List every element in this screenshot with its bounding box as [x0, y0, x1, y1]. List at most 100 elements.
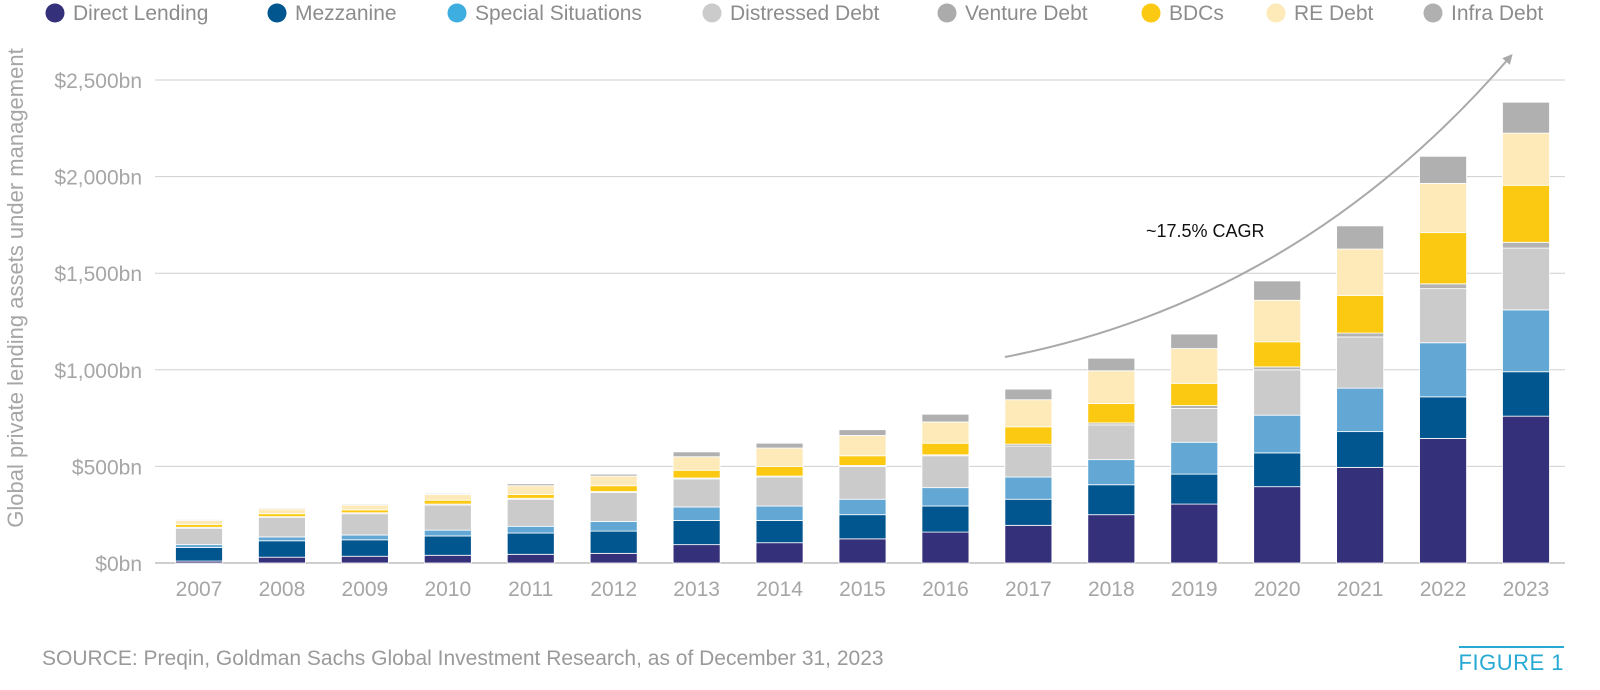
x-tick-label: 2007 [176, 578, 223, 601]
bar-segment [921, 413, 970, 423]
bar-segment [838, 429, 887, 436]
x-tick-label: 2011 [508, 578, 553, 601]
bar-segment [1502, 241, 1550, 249]
bar-segment [1253, 486, 1302, 564]
bar-segment [1336, 431, 1385, 468]
stacked-bar-chart: Direct Lending Mezzanine Special Situation… [3, 2, 1565, 601]
y-axis: $0bn $500bn $1,000bn $1,500bn $2,000bn $2,500… [3, 48, 142, 576]
bar-segment [838, 538, 887, 564]
bar-segment [1087, 424, 1136, 461]
bar-segment [340, 539, 389, 557]
bar-segment [1253, 414, 1302, 454]
bar-segment [506, 498, 555, 527]
x-tick-label: 2013 [673, 578, 720, 601]
bar-stack-2020 [1253, 280, 1302, 564]
bar-segment [1419, 288, 1467, 344]
x-tick-label: 2008 [259, 578, 306, 601]
bar-segment [258, 517, 306, 538]
bar-segment [838, 455, 887, 466]
bar-segment [1253, 280, 1302, 301]
bar-segment [589, 530, 638, 554]
bar-segment [340, 504, 389, 511]
legend-swatch-7 [1423, 3, 1443, 23]
legend-label-1: Mezzanine [295, 2, 397, 25]
bar-stack-2013 [672, 451, 721, 564]
bar-segment [1087, 370, 1136, 405]
bar-segment [175, 547, 223, 562]
bar-segment [423, 504, 472, 531]
bar-segment [1336, 466, 1385, 564]
cagr-label: ~17.5% CAGR [1146, 221, 1265, 241]
x-tick-label: 2020 [1254, 578, 1301, 601]
legend-swatch-4 [937, 3, 957, 23]
x-tick-label: 2019 [1171, 578, 1218, 601]
bar-segment [258, 508, 306, 515]
bar-segment [258, 540, 306, 558]
bar-segment [921, 442, 970, 456]
legend-swatch-3 [702, 3, 722, 23]
figure-label: FIGURE 1 [1458, 646, 1564, 676]
bar-stack-2017 [1004, 388, 1053, 564]
bar-segment [1170, 473, 1219, 505]
bar-segment [1502, 101, 1550, 134]
bar-segment [1502, 309, 1550, 373]
bar-segment [340, 503, 389, 506]
bar-segment [258, 513, 306, 518]
x-axis: 2007 2008 2009 2010 2011 2012 2013 2014 2015 2016… [176, 578, 1550, 601]
bar-segment [1004, 388, 1053, 401]
bar-segment [1004, 524, 1053, 564]
legend-label-7: Infra Debt [1451, 2, 1543, 25]
bar-segment [838, 465, 887, 500]
bar-segment [1336, 332, 1385, 338]
bar-segment [755, 505, 804, 521]
bar-segment [1419, 283, 1467, 290]
y-tick-label: $1,500bn [54, 263, 142, 286]
x-tick-label: 2016 [922, 578, 969, 601]
bar-segment [506, 494, 555, 499]
bar-segment [1004, 445, 1053, 478]
bar-segment [258, 556, 306, 564]
y-tick-label: $0bn [95, 553, 142, 576]
bar-segment [1419, 437, 1467, 564]
bar-segment [755, 442, 804, 449]
bar-segment [175, 523, 223, 528]
bar-segment [1004, 476, 1053, 500]
x-tick-label: 2015 [839, 578, 886, 601]
y-tick-label: $2,500bn [54, 70, 142, 93]
bar-segment [672, 469, 721, 479]
bar-segment [1170, 441, 1219, 475]
bar-segment [1170, 503, 1219, 564]
bar-segment [1419, 396, 1467, 439]
bar-segment [175, 544, 223, 548]
bar-segment [506, 483, 555, 487]
bar-segment [506, 525, 555, 534]
bar-segment [589, 492, 638, 522]
bar-segment [589, 475, 638, 487]
bar-segment [506, 485, 555, 495]
legend-label-5: BDCs [1169, 2, 1224, 25]
bar-stack-2015 [838, 429, 887, 564]
bar-stack-2023 [1502, 101, 1550, 564]
bar-segment [423, 493, 472, 495]
bar-stack-2014 [755, 442, 804, 564]
x-tick-label: 2010 [424, 578, 471, 601]
x-tick-label: 2014 [756, 578, 803, 601]
bar-stack-2010 [423, 493, 472, 564]
bar-segment [1087, 357, 1136, 372]
bar-segment [589, 552, 638, 564]
bar-segment [258, 507, 306, 510]
bar-segment [921, 531, 970, 564]
bar-segment [340, 513, 389, 536]
bar-segment [340, 534, 389, 541]
bar-stack-2019 [1170, 333, 1219, 564]
legend-label-2: Special Situations [475, 2, 642, 25]
bar-segment [1087, 484, 1136, 516]
bar-segment [1502, 371, 1550, 417]
bar-segment [921, 455, 970, 489]
x-tick-label: 2022 [1420, 578, 1467, 601]
bar-segment [589, 473, 638, 477]
bar-segment [175, 527, 223, 546]
legend-label-3: Distressed Debt [730, 2, 880, 25]
bar-segment [1419, 342, 1467, 398]
cagr-arrow [1004, 53, 1513, 358]
